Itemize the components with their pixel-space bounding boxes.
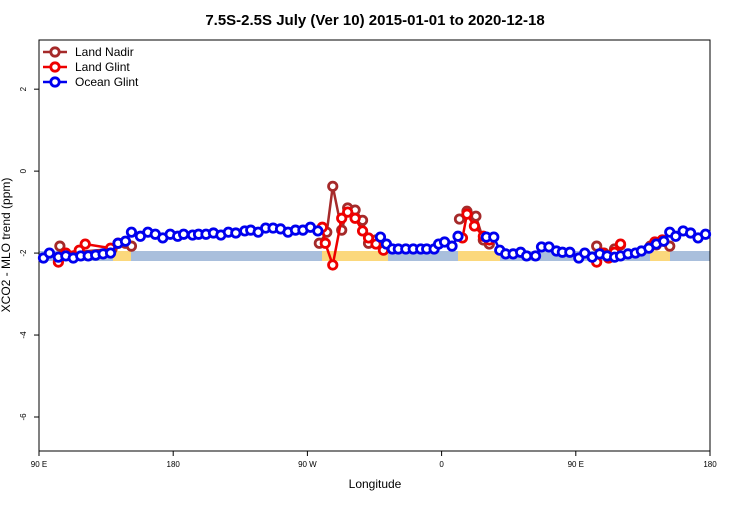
y-axis-label: XCO2 - MLO trend (ppm) [0,178,13,313]
point [349,212,361,224]
land-strip [458,251,500,261]
point [43,247,56,259]
point [699,228,712,240]
legend-marker [49,76,61,88]
point [658,235,670,247]
point [125,226,138,238]
point [470,210,482,222]
point [564,246,576,258]
series [37,221,712,264]
point [356,225,369,237]
y-tick-label: -6 [19,413,28,421]
plot-frame [38,39,711,452]
point [374,231,387,243]
y-tick-label: 0 [19,168,28,173]
point [488,231,500,243]
x-tick-label: 90 E [31,460,47,469]
y-tick-label: 2 [19,86,28,91]
land-strip [650,251,670,261]
y-tick-label: -4 [19,331,28,339]
point [342,206,354,218]
point [453,213,466,225]
y-tick-label: -2 [19,249,28,257]
point [452,230,464,242]
x-tick-label: 90 E [568,460,584,469]
x-tick-label: 180 [167,460,181,469]
land-strip [322,251,388,261]
point [362,232,375,244]
point [461,208,473,220]
x-axis-label: Longitude [349,477,402,491]
point [327,259,339,271]
surface-strip [39,251,710,261]
point [446,240,458,252]
point [312,225,324,237]
point [468,220,481,232]
land-strip [113,251,131,261]
point [327,180,339,192]
legend-label: Ocean Glint [75,75,139,89]
chart-title: 7.5S-2.5S July (Ver 10) 2015-01-01 to 20… [205,12,544,29]
legend-marker [49,46,61,58]
point [614,238,627,250]
point [319,237,331,249]
point [230,227,242,239]
legend-label: Land Glint [75,60,130,74]
point [79,238,91,250]
point [529,250,542,262]
legend-label: Land Nadir [75,45,134,59]
x-tick-label: 90 W [298,460,317,469]
point [670,230,682,242]
point [520,250,533,262]
point [685,227,697,239]
x-tick-label: 0 [439,460,444,469]
legend-marker [49,61,61,73]
point [178,228,190,240]
point [104,247,117,259]
x-tick-label: 180 [703,460,717,469]
point [119,235,132,247]
